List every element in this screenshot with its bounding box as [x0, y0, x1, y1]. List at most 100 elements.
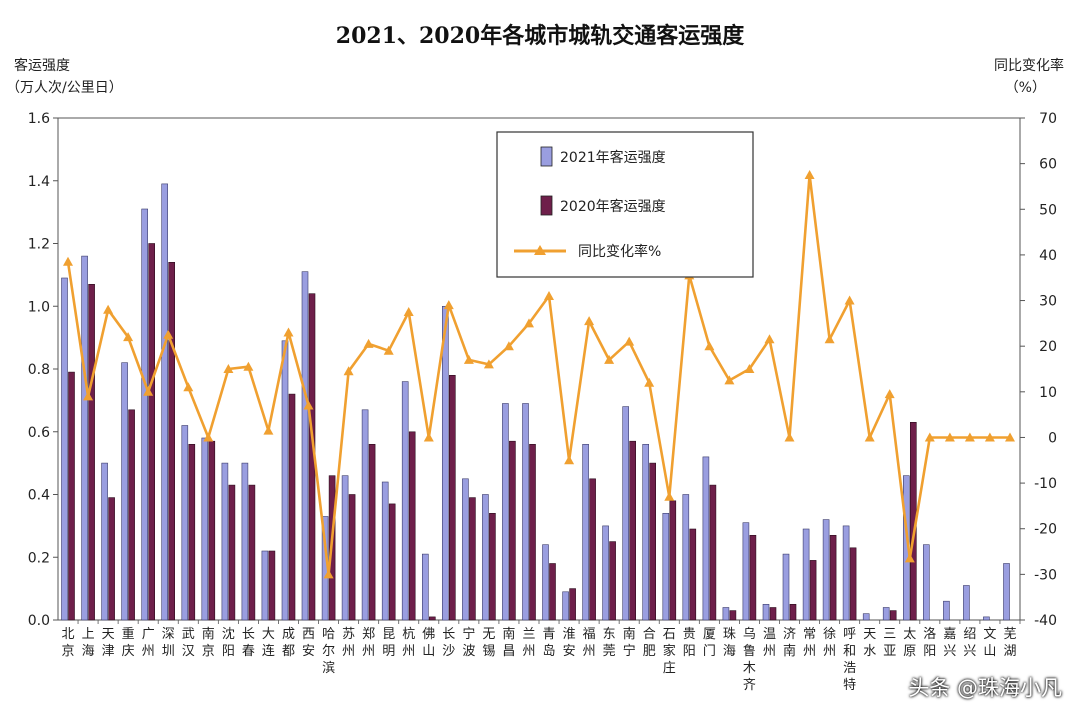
change-rate-point-43 — [904, 553, 915, 563]
bar-2021-45 — [943, 600, 950, 621]
left-tick-label-4: 0.6 — [28, 425, 50, 441]
change-rate-point-26 — [564, 455, 575, 465]
chart-title: 2021、2020年各城市城轨交通客运强度 — [336, 23, 745, 49]
bar-2020-7 — [188, 443, 196, 621]
bar-2020-19 — [428, 616, 436, 621]
change-rate-point-20 — [443, 300, 454, 310]
category-label-32: 贵阳 — [683, 627, 696, 659]
bar-2021-9 — [221, 462, 229, 621]
legend-label-2021: 2021年客运强度 — [560, 149, 666, 166]
change-rate-point-2 — [83, 391, 94, 401]
category-label-20: 长沙 — [442, 627, 455, 659]
bars-layer — [61, 183, 1010, 621]
right-tick-label-9: 40 — [1039, 248, 1057, 264]
category-label-36: 温州 — [763, 627, 776, 659]
change-rate-point-45 — [944, 432, 955, 442]
change-rate-point-18 — [403, 307, 414, 316]
legend-label-2020: 2020年客运强度 — [560, 198, 666, 215]
bar-2021-7 — [181, 425, 189, 621]
bar-2021-25 — [542, 544, 549, 621]
bar-2021-19 — [421, 553, 429, 621]
bar-2020-8 — [208, 440, 216, 621]
bar-2020-31 — [669, 500, 677, 621]
category-label-15: 苏州 — [342, 626, 355, 659]
bar-2020-23 — [509, 440, 516, 621]
left-tick-label-1: 0.0 — [28, 613, 50, 629]
bar-2020-35 — [749, 534, 757, 621]
category-label-41: 天水 — [863, 627, 876, 659]
left-tick-label-6: 1.0 — [28, 299, 50, 315]
change-rate-point-25 — [544, 291, 554, 300]
category-label-7: 武汉 — [182, 627, 195, 659]
category-label-44: 洛阳 — [923, 627, 936, 659]
bar-2021-5 — [141, 208, 148, 621]
category-label-37: 济南 — [783, 627, 796, 659]
category-label-3: 天津 — [102, 627, 115, 659]
category-label-11: 大连 — [262, 627, 275, 659]
bar-2020-33 — [709, 484, 717, 621]
bar-2021-23 — [502, 403, 509, 621]
category-label-48: 芜湖 — [1003, 627, 1016, 659]
bar-2021-12 — [281, 340, 289, 621]
left-axis-label-line1: 客运强度 — [14, 57, 70, 74]
change-rate-point-9 — [223, 364, 234, 373]
category-label-14: 哈尔滨 — [322, 627, 335, 676]
category-label-5: 广州 — [142, 627, 155, 659]
category-label-40: 呼和浩特 — [843, 627, 856, 693]
category-label-2: 上海 — [82, 627, 95, 659]
category-label-45: 嘉兴 — [943, 627, 956, 659]
bar-2021-47 — [983, 616, 990, 621]
category-label-42: 三亚 — [883, 627, 896, 659]
bar-2021-41 — [862, 613, 870, 621]
bar-2020-34 — [729, 610, 737, 621]
right-axis: -40 -30 -20 -10 0 10 20 30 40 50 60 70 — [1020, 111, 1057, 629]
left-tick-label-3: 0.4 — [28, 488, 50, 504]
bar-2021-32 — [682, 494, 690, 621]
category-label-27: 福州 — [583, 627, 596, 659]
bar-2020-1 — [68, 371, 75, 621]
bar-2020-18 — [408, 431, 416, 621]
bar-2020-38 — [809, 560, 817, 621]
bar-2021-10 — [241, 462, 249, 621]
change-rate-point-16 — [363, 338, 374, 348]
bar-2020-32 — [689, 528, 697, 621]
left-axis-label-line2: （万人次/公里日） — [6, 80, 123, 96]
change-rate-point-28 — [604, 354, 615, 364]
bar-2020-2 — [88, 283, 95, 621]
change-rate-point-10 — [243, 361, 254, 371]
category-label-31: 石家庄 — [663, 627, 676, 676]
change-rate-point-24 — [524, 318, 534, 328]
change-rate-point-1 — [63, 256, 73, 266]
bar-2020-3 — [108, 497, 115, 621]
change-rate-point-29 — [624, 336, 635, 346]
change-rate-point-6 — [163, 329, 174, 339]
watermark: 头条 @珠海小凡 — [908, 676, 1062, 700]
right-tick-label-12: 70 — [1039, 111, 1057, 127]
category-label-39: 徐州 — [823, 627, 836, 659]
category-label-17: 昆明 — [382, 627, 395, 659]
change-rate-point-8 — [203, 432, 214, 442]
bar-2020-24 — [529, 443, 536, 621]
change-rate-point-34 — [724, 375, 735, 385]
category-label-22: 无锡 — [482, 627, 495, 659]
change-rate-point-42 — [884, 389, 895, 399]
bar-2020-25 — [549, 563, 556, 621]
change-rate-point-23 — [503, 341, 514, 351]
change-rate-point-41 — [864, 432, 875, 442]
category-label-25: 青岛 — [542, 627, 555, 659]
bar-2020-12 — [288, 393, 296, 621]
change-rate-point-22 — [483, 359, 494, 369]
category-label-23: 南昌 — [502, 626, 515, 659]
bar-2021-24 — [522, 403, 529, 621]
bar-2021-22 — [482, 494, 489, 621]
change-rate-point-35 — [744, 364, 755, 373]
bar-2021-40 — [842, 525, 850, 621]
right-tick-label-8: 30 — [1039, 294, 1057, 310]
bar-2020-15 — [348, 494, 356, 621]
right-tick-label-10: 50 — [1039, 202, 1057, 218]
category-label-21: 宁波 — [462, 626, 475, 659]
bar-2021-15 — [341, 475, 349, 621]
bar-2020-17 — [388, 503, 396, 621]
category-label-28: 东莞 — [603, 627, 616, 659]
category-label-38: 常州 — [803, 627, 816, 659]
